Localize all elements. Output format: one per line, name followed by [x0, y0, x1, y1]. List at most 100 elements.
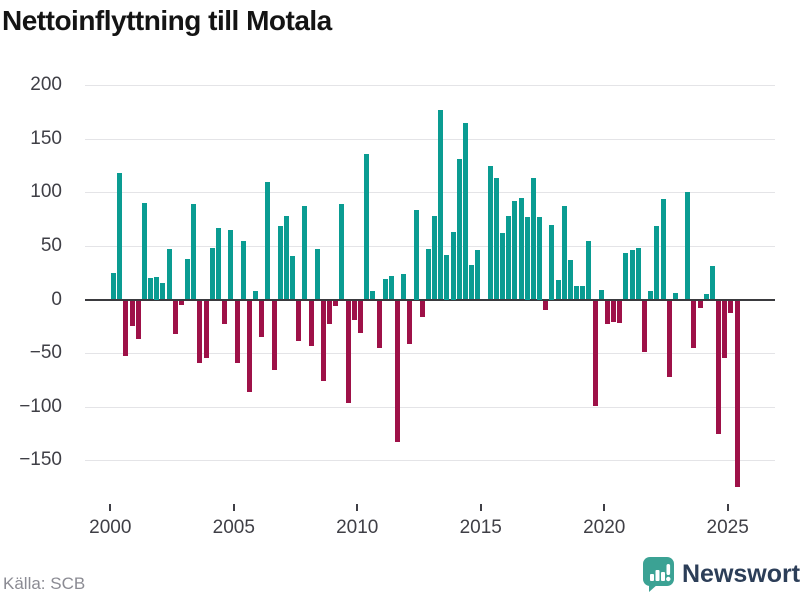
bar-2025-q1: [728, 300, 734, 314]
bar-2021-q1: [629, 250, 635, 300]
bar-2007-q3: [296, 300, 302, 342]
bar-2017-q3: [543, 300, 549, 311]
bar-2009-q3: [345, 300, 351, 404]
bar-2016-q2: [512, 200, 518, 300]
bar-2007-q2: [290, 255, 295, 300]
bar-2006-q1: [259, 300, 265, 337]
bar-2008-q3: [320, 300, 326, 381]
bar-2010-q1: [358, 300, 363, 333]
bar-2018-q4: [574, 285, 579, 300]
bar-2009-q1: [333, 300, 339, 306]
bar-2022-q4: [672, 293, 678, 300]
x-axis-label: 2005: [212, 517, 255, 538]
bar-2017-q1: [530, 178, 536, 300]
bar-2019-q4: [598, 289, 604, 300]
bar-2024-q3: [716, 300, 722, 435]
bar-2005-q3: [246, 300, 252, 392]
bar-2013-q1: [432, 215, 437, 300]
bar-2004-q2: [216, 227, 221, 300]
bar-2025-q2: [734, 300, 740, 487]
x-axis-tick: [603, 504, 606, 511]
newsworthy-bubble-chart-icon: [643, 557, 674, 592]
bar-2021-q4: [648, 290, 654, 300]
bar-2003-q1: [185, 258, 191, 300]
gridline: [85, 245, 775, 247]
x-axis-label: 2010: [336, 517, 379, 538]
bar-2024-q1: [703, 294, 709, 300]
y-axis-label: 0: [51, 288, 62, 310]
bar-2020-q3: [617, 300, 623, 323]
bar-2020-q1: [604, 300, 610, 325]
bar-2000-q2: [117, 173, 123, 300]
bar-2001-q3: [148, 278, 153, 300]
bar-2001-q1: [135, 300, 141, 340]
bar-2024-q2: [709, 266, 715, 300]
bar-2013-q4: [450, 232, 456, 300]
bar-2011-q3: [395, 300, 400, 442]
bar-2020-q4: [623, 253, 629, 300]
bar-2015-q3: [493, 178, 499, 300]
bar-2016-q3: [518, 197, 524, 300]
x-axis-tick: [232, 504, 235, 511]
bar-2011-q2: [388, 275, 394, 300]
chart-title: Nettoinflyttning till Motala: [2, 5, 332, 36]
bar-2002-q1: [160, 283, 166, 300]
bar-2000-q4: [129, 300, 135, 327]
x-axis-label: 2020: [583, 517, 626, 538]
bar-2006-q2: [265, 181, 271, 300]
gridline: [85, 192, 775, 194]
x-axis-tick: [479, 504, 482, 511]
bar-2012-q4: [425, 249, 431, 300]
x-axis-label: 2015: [459, 517, 502, 538]
bar-2015-q2: [487, 165, 493, 300]
gridline: [85, 85, 775, 87]
y-axis-label: −100: [19, 395, 62, 417]
newsworthy-logo: Newsworthy: [642, 556, 800, 593]
bar-2014-q2: [462, 122, 468, 300]
bar-2010-q4: [376, 300, 382, 348]
bar-2007-q1: [283, 215, 289, 300]
bar-2004-q3: [222, 300, 228, 325]
bar-2016-q4: [524, 217, 530, 300]
bar-2004-q4: [228, 229, 234, 300]
bar-2002-q4: [178, 300, 184, 305]
bar-2013-q2: [438, 109, 444, 300]
gridline: [85, 406, 775, 408]
x-axis-tick: [356, 504, 359, 511]
gridline: [85, 138, 775, 140]
bar-2019-q1: [580, 285, 586, 300]
y-axis-label: −150: [19, 449, 62, 471]
bar-2019-q3: [592, 300, 598, 406]
bar-2010-q3: [370, 290, 376, 300]
y-axis-label: 100: [30, 181, 62, 203]
bar-2023-q3: [691, 300, 697, 348]
x-axis-tick: [109, 504, 112, 511]
bar-2008-q1: [308, 300, 314, 346]
bar-2017-q4: [549, 224, 555, 300]
x-axis-label: 2000: [89, 517, 132, 538]
bar-2022-q2: [660, 198, 666, 300]
gridline: [85, 460, 775, 462]
bar-2004-q1: [209, 248, 215, 300]
bar-2018-q2: [561, 206, 567, 300]
bar-2001-q2: [141, 203, 147, 300]
bar-2006-q4: [277, 225, 283, 300]
bar-2014-q4: [475, 250, 481, 300]
bar-2003-q2: [191, 204, 197, 300]
bar-2005-q2: [240, 240, 246, 300]
zero-axis-line: [85, 298, 775, 301]
bar-2008-q2: [314, 249, 320, 300]
y-axis-label: 150: [30, 127, 62, 149]
bar-2000-q3: [123, 300, 129, 357]
bar-2021-q2: [635, 248, 641, 300]
newsworthy-wordmark: Newsworthy: [682, 560, 800, 588]
bar-2003-q4: [203, 300, 209, 359]
bar-2022-q3: [666, 300, 672, 377]
bar-2015-q4: [500, 233, 505, 300]
y-axis-label: 200: [30, 74, 62, 96]
bar-2000-q1: [111, 272, 116, 300]
bar-2023-q4: [697, 300, 703, 308]
bar-2017-q2: [537, 217, 542, 300]
bar-2009-q4: [351, 300, 357, 320]
gridline: [85, 353, 775, 355]
